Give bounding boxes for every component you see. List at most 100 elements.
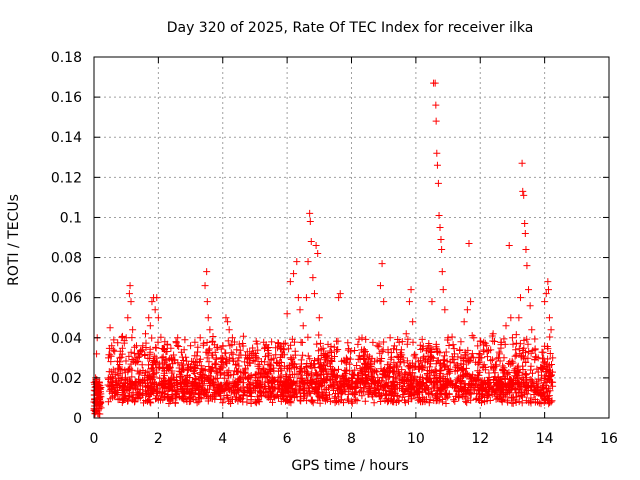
data-point <box>428 298 436 306</box>
data-point <box>96 410 104 418</box>
data-point <box>348 374 355 382</box>
data-point <box>206 326 214 334</box>
data-point <box>393 346 401 354</box>
data-point <box>502 322 510 330</box>
data-point <box>151 306 159 314</box>
data-point <box>547 326 555 334</box>
data-point <box>360 346 368 354</box>
x-tick-label: 10 <box>407 431 425 447</box>
data-point <box>451 350 458 358</box>
x-tick-label: 14 <box>536 431 554 447</box>
data-point <box>354 378 362 386</box>
data-point <box>296 306 304 314</box>
data-point <box>438 268 446 276</box>
data-point <box>457 338 465 346</box>
data-point <box>306 209 314 217</box>
data-point <box>126 282 134 290</box>
data-point <box>467 298 475 306</box>
data-point <box>544 286 552 294</box>
y-tick-label: 0.14 <box>51 130 82 146</box>
data-point <box>549 354 557 362</box>
data-point <box>235 354 243 362</box>
data-point <box>91 406 99 414</box>
data-point <box>119 382 127 390</box>
data-point <box>286 278 294 286</box>
data-point <box>201 282 209 290</box>
data-point <box>254 374 262 382</box>
data-point <box>299 322 307 330</box>
data-point <box>228 334 236 342</box>
data-point <box>367 358 375 366</box>
data-point <box>508 334 516 342</box>
data-point <box>418 362 426 370</box>
data-point <box>496 350 504 358</box>
data-point <box>312 242 320 250</box>
data-point <box>94 390 102 398</box>
x-tick-label: 2 <box>154 431 163 447</box>
axis-ticks: 0 2 4 6 8 10 12 14 16 0 0.02 0.04 0.06 0.08 0.1 0.12 0.1… <box>51 50 618 447</box>
data-point <box>476 354 484 362</box>
y-tick-label: 0.08 <box>51 251 82 267</box>
data-point <box>522 246 530 254</box>
data-point <box>544 278 552 286</box>
data-point <box>108 342 116 350</box>
data-point <box>212 354 220 362</box>
data-point <box>444 334 452 342</box>
data-point <box>431 79 439 87</box>
data-point <box>341 358 349 366</box>
data-point <box>109 366 117 374</box>
data-point <box>322 350 330 358</box>
data-point <box>294 294 302 302</box>
data-point <box>470 334 478 342</box>
data-point <box>409 318 417 326</box>
data-point <box>516 294 524 302</box>
data-point <box>138 346 146 354</box>
data-point <box>519 187 527 195</box>
data-point <box>483 342 491 350</box>
data-point <box>518 159 526 167</box>
y-tick-label: 0.12 <box>51 170 82 186</box>
y-tick-label: 0.04 <box>51 331 82 347</box>
data-point <box>104 354 112 362</box>
data-point <box>521 219 529 227</box>
x-tick-label: 6 <box>283 431 292 447</box>
data-point <box>438 246 446 254</box>
x-tick-label: 4 <box>218 431 227 447</box>
data-point <box>225 326 233 334</box>
data-point <box>314 250 322 258</box>
y-axis-label: ROTI / TECUs <box>6 194 22 286</box>
data-point <box>432 101 440 109</box>
data-point <box>167 354 175 362</box>
data-point <box>280 346 288 354</box>
data-point <box>441 306 449 314</box>
y-tick-label: 0 <box>73 411 82 427</box>
data-point <box>545 314 553 322</box>
x-tick-label: 12 <box>471 431 489 447</box>
data-point <box>307 238 315 246</box>
data-point <box>526 302 534 310</box>
data-point <box>402 330 410 338</box>
data-point <box>521 229 529 237</box>
data-point <box>399 354 407 362</box>
data-point <box>433 149 441 157</box>
data-point <box>180 346 188 354</box>
data-point <box>153 294 161 302</box>
data-point <box>113 378 121 386</box>
data-point <box>196 334 204 342</box>
data-point <box>127 298 135 306</box>
data-point <box>124 314 132 322</box>
data-point <box>376 282 384 290</box>
data-point <box>125 290 133 298</box>
data-point <box>302 294 310 302</box>
chart-title: Day 320 of 2025, Rate Of TEC Index for r… <box>167 20 534 36</box>
data-point <box>148 298 156 306</box>
data-point <box>224 318 232 326</box>
data-point <box>283 310 291 318</box>
x-tick-label: 8 <box>347 431 356 447</box>
data-point <box>412 354 420 362</box>
data-points <box>90 79 557 418</box>
data-point <box>534 354 542 362</box>
data-point <box>336 290 344 298</box>
data-point <box>437 236 445 244</box>
